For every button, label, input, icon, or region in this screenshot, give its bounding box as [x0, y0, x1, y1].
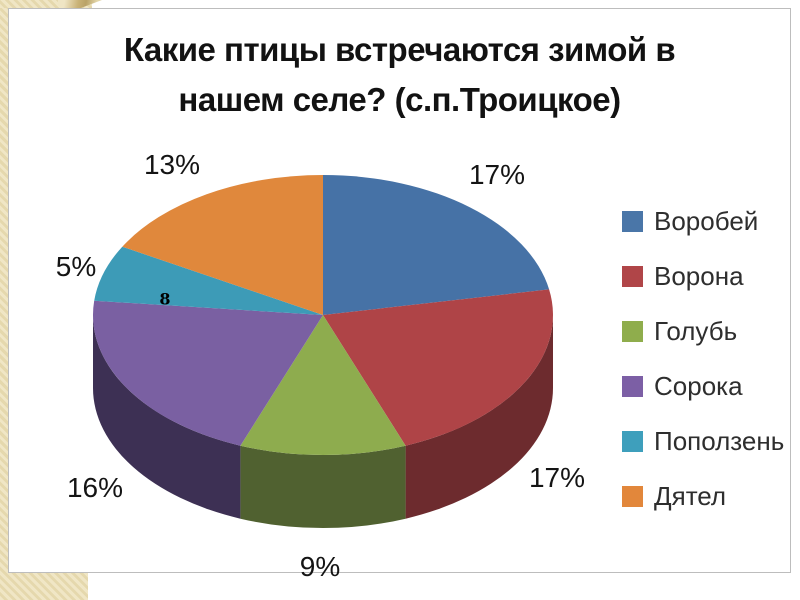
legend-label: Дятел — [654, 481, 727, 511]
legend-swatch-icon — [622, 266, 643, 287]
pie-slice-Дятел — [122, 175, 323, 315]
slide-border-top-left — [0, 0, 92, 8]
pie-slice-side-Сорока — [92, 315, 241, 519]
pie-slice-Воробей — [323, 175, 550, 315]
pie-percent-label: 9% — [299, 551, 341, 582]
pie-slice-Ворона — [323, 289, 553, 446]
pie-percent-label: 17% — [468, 159, 526, 190]
legend-swatch-icon — [622, 431, 643, 452]
pie-slice-Сорока — [92, 300, 323, 446]
pie-percent-label: 13% — [143, 149, 201, 180]
chart-title-line-1: Какие птицы встречаются зимой в — [123, 31, 676, 68]
slide-border-left — [0, 0, 8, 600]
chart-title: Какие птицы встречаются зимой в нашем се… — [8, 25, 791, 125]
legend-item: Ворона — [622, 261, 784, 292]
pie-value-annotation: 8 — [159, 289, 171, 309]
legend: Воробей Ворона Голубь Сорока Поползень Дятел — [622, 206, 784, 512]
legend-item: Сорока — [622, 371, 784, 402]
pie-slice-Голубь — [240, 315, 406, 456]
legend-item: Голубь — [622, 316, 784, 347]
legend-label: Сорока — [654, 371, 743, 401]
legend-label: Голубь — [654, 316, 738, 346]
pie-slice-Поползень — [94, 246, 323, 315]
legend-item: Воробей — [622, 206, 784, 237]
legend-swatch-icon — [622, 211, 643, 232]
legend-swatch-icon — [622, 376, 643, 397]
legend-label: Поползень — [654, 426, 785, 456]
legend-item: Поползень — [622, 426, 784, 457]
legend-swatch-icon — [622, 321, 643, 342]
page-fold-decoration — [58, 0, 102, 11]
slide-border-bottom-left — [0, 573, 88, 600]
legend-swatch-icon — [622, 486, 643, 507]
pie-percent-label: 5% — [55, 251, 97, 282]
legend-item: Дятел — [622, 481, 784, 512]
legend-label: Ворона — [654, 261, 744, 291]
pie-percent-label: 16% — [66, 472, 124, 503]
legend-label: Воробей — [654, 206, 759, 236]
pie-slice-side-Ворона — [405, 315, 553, 519]
pie-slice-side-Голубь — [240, 445, 406, 529]
pie-percent-label: 17% — [528, 462, 586, 493]
chart-title-line-2: нашем селе? (с.п.Троицкое) — [178, 81, 621, 118]
